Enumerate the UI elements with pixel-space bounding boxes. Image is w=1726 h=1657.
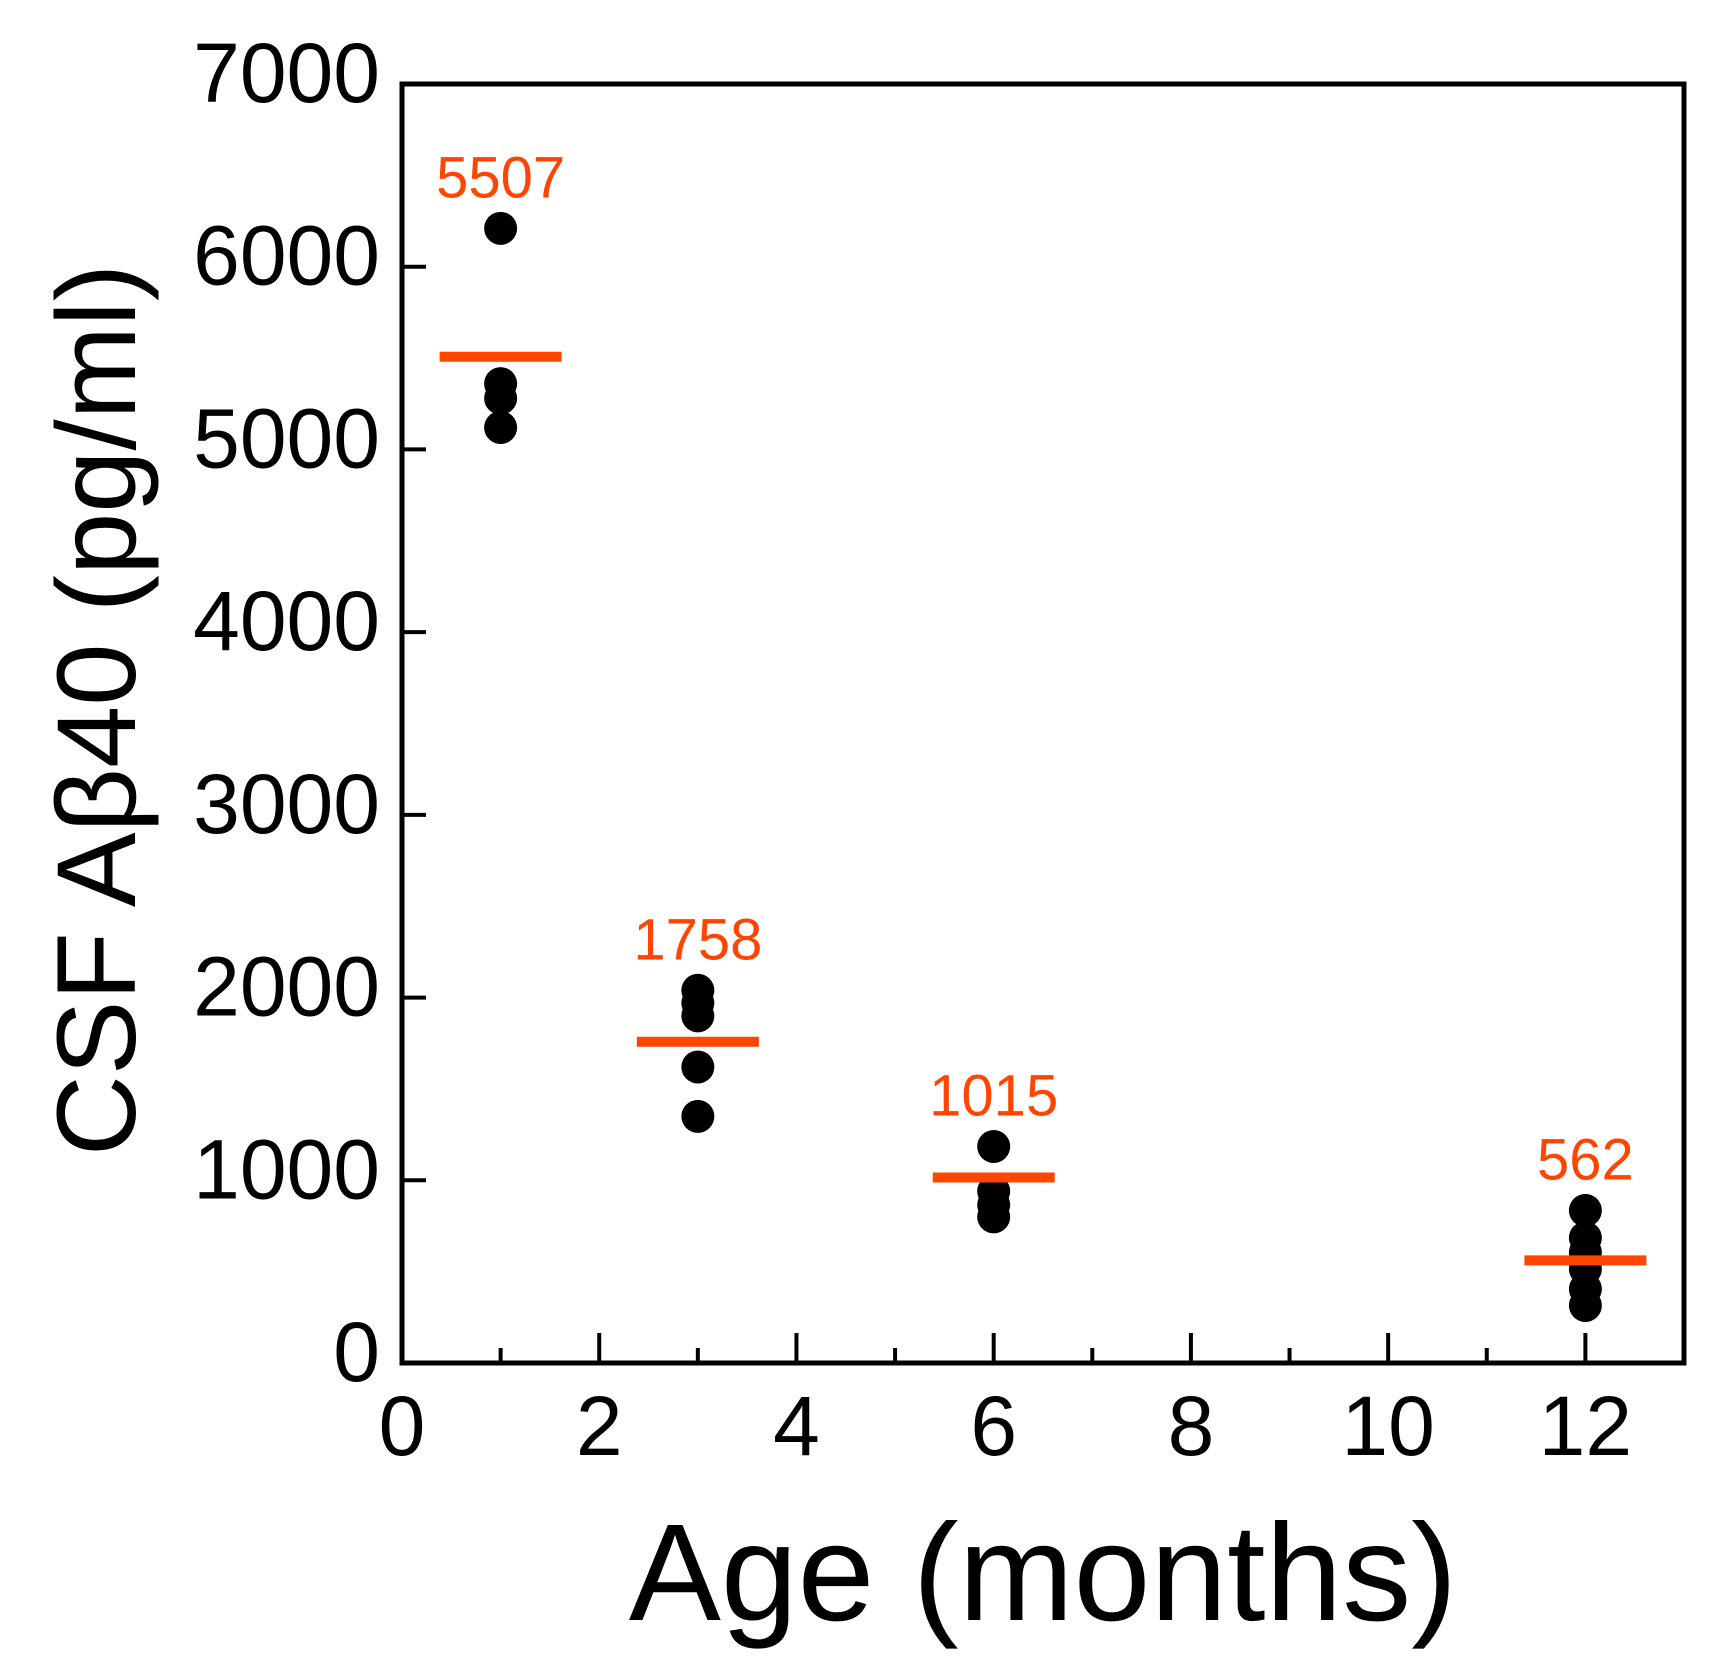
y-tick-label: 0 bbox=[333, 1305, 380, 1399]
x-tick-label: 4 bbox=[773, 1379, 820, 1473]
x-tick-label: 10 bbox=[1341, 1379, 1434, 1473]
data-point bbox=[1568, 1288, 1602, 1322]
x-tick-label: 6 bbox=[970, 1379, 1017, 1473]
y-tick-label: 5000 bbox=[193, 391, 380, 485]
y-axis-ticks: 0 1000 2000 3000 4000 5000 6000 7000 bbox=[193, 26, 426, 1399]
x-tick-label: 0 bbox=[379, 1379, 426, 1473]
data-points bbox=[484, 211, 1602, 1322]
y-tick-label: 3000 bbox=[193, 757, 380, 851]
y-tick-label: 2000 bbox=[193, 940, 380, 1034]
mean-value-label: 1015 bbox=[929, 1063, 1058, 1128]
y-tick-label: 6000 bbox=[193, 209, 380, 303]
data-point bbox=[484, 411, 518, 445]
plot-border bbox=[399, 81, 1687, 1366]
x-axis-ticks: 0 2 4 6 8 10 12 bbox=[379, 1333, 1686, 1473]
mean-value-label: 5507 bbox=[436, 145, 565, 210]
mean-labels: 5507 1758 1015 562 bbox=[436, 145, 1634, 1192]
data-point bbox=[681, 999, 715, 1033]
mean-value-label: 1758 bbox=[633, 907, 762, 972]
mean-value-label: 562 bbox=[1537, 1127, 1634, 1192]
data-point bbox=[681, 1099, 715, 1133]
x-tick-label: 2 bbox=[576, 1379, 623, 1473]
mean-lines bbox=[439, 351, 1647, 1266]
x-tick-label: 8 bbox=[1168, 1379, 1215, 1473]
y-tick-label: 4000 bbox=[193, 574, 380, 668]
data-point bbox=[484, 211, 518, 245]
y-tick-label: 1000 bbox=[193, 1122, 380, 1216]
y-axis-title: CSF Aβ40 (pg/ml) bbox=[34, 264, 159, 1156]
data-point bbox=[977, 1200, 1011, 1234]
data-point bbox=[977, 1129, 1011, 1163]
x-tick-label: 12 bbox=[1539, 1379, 1632, 1473]
data-point bbox=[681, 1050, 715, 1084]
x-axis-title: Age (months) bbox=[629, 1496, 1457, 1650]
data-point bbox=[1568, 1193, 1602, 1227]
y-tick-label: 7000 bbox=[193, 26, 380, 120]
data-point bbox=[484, 381, 518, 415]
